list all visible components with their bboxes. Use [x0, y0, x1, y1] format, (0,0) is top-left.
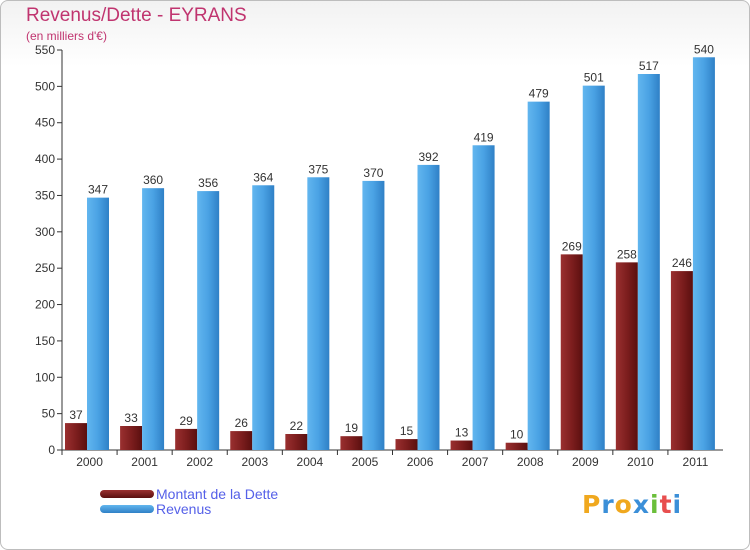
legend-swatch-debt	[100, 490, 154, 498]
bar-revenus	[417, 164, 440, 450]
bar-debt	[340, 436, 363, 450]
bar-revenus	[637, 74, 660, 450]
data-label-revenus: 364	[253, 170, 273, 184]
data-label-debt: 37	[69, 408, 83, 422]
y-tick-label: 100	[35, 370, 55, 384]
data-label-debt: 269	[562, 239, 582, 253]
chart-title: Revenus/Dette - EYRANS	[26, 5, 247, 26]
data-label-revenus: 479	[529, 87, 549, 101]
x-tick-label: 2005	[352, 455, 379, 469]
x-tick-label: 2011	[683, 455, 709, 469]
legend-label-debt: Montant de la Dette	[156, 486, 279, 502]
logo-letter: i	[672, 490, 683, 519]
bar-debt	[285, 434, 308, 450]
data-label-revenus: 360	[143, 173, 163, 187]
value-labels: 37 347 33 360 29 356 26 364 22 375 19 370 15 392 13 419…	[69, 42, 714, 441]
y-tick-label: 400	[35, 152, 55, 166]
x-tick-label: 2009	[572, 455, 599, 469]
logo-letter: i	[650, 490, 660, 519]
bar-debt	[395, 439, 418, 450]
y-tick-label: 200	[35, 298, 55, 312]
data-label-revenus: 419	[474, 130, 494, 144]
proxiti-logo: Proxiti	[582, 490, 682, 519]
bar-debt	[120, 426, 143, 450]
data-label-debt: 33	[124, 411, 138, 425]
bar-revenus	[87, 197, 109, 450]
bar-debt	[230, 431, 253, 450]
y-tick-label: 50	[42, 407, 56, 421]
bar-revenus	[692, 57, 715, 450]
x-tick-label: 2010	[627, 455, 654, 469]
data-label-debt: 13	[455, 426, 469, 440]
data-label-revenus: 501	[584, 71, 604, 85]
bar-debt	[175, 428, 198, 450]
y-tick-label: 450	[35, 116, 55, 130]
data-label-revenus: 392	[418, 150, 438, 164]
bar-revenus	[472, 145, 495, 451]
bar-debt	[560, 254, 583, 450]
bar-revenus	[527, 101, 550, 451]
bar-revenus	[582, 85, 605, 451]
data-label-debt: 29	[179, 414, 193, 428]
y-tick-label: 250	[35, 261, 55, 275]
logo-letter: r	[601, 490, 615, 519]
bar-revenus	[197, 191, 220, 450]
bar-revenus	[307, 177, 330, 451]
data-label-debt: 19	[345, 421, 359, 435]
logo-letter: o	[614, 490, 633, 519]
data-label-revenus: 375	[308, 162, 328, 176]
bar-revenus	[252, 185, 275, 451]
y-tick-label: 500	[35, 79, 55, 93]
bar-debt	[615, 262, 638, 450]
logo-letter: x	[632, 490, 650, 519]
y-tick-label: 300	[35, 225, 55, 239]
data-label-debt: 258	[617, 247, 637, 261]
legend-label-revenus: Revenus	[156, 501, 212, 517]
data-label-revenus: 517	[639, 59, 659, 73]
data-label-debt: 22	[290, 419, 304, 433]
x-tick-label: 2001	[131, 455, 158, 469]
axes: 0 50 100 150 200 250 300 350 400 450 500 550 2000 200…	[35, 43, 723, 469]
logo-letter: t	[659, 490, 673, 519]
x-tick-label: 2006	[407, 455, 434, 469]
bar-debt	[65, 423, 87, 450]
data-label-revenus: 370	[363, 166, 383, 180]
y-tick-label: 0	[48, 443, 55, 457]
x-tick-label: 2002	[186, 455, 213, 469]
x-tick-label: 2000	[76, 455, 103, 469]
data-label-debt: 26	[235, 416, 249, 430]
y-tick-label: 550	[35, 43, 55, 57]
y-tick-label: 150	[35, 334, 55, 348]
bar-revenus	[362, 180, 385, 450]
x-tick-label: 2008	[517, 455, 544, 469]
legend-swatch-revenus	[100, 505, 154, 513]
data-label-debt: 15	[400, 424, 414, 438]
data-label-debt: 246	[672, 256, 692, 270]
bar-debt	[450, 440, 473, 450]
logo-letter: P	[582, 490, 602, 519]
data-label-revenus: 540	[694, 42, 714, 56]
bars	[65, 57, 715, 451]
data-label-debt: 10	[510, 428, 524, 442]
y-tick-label: 350	[35, 188, 55, 202]
bar-revenus	[142, 188, 165, 450]
data-label-revenus: 347	[88, 183, 108, 197]
x-tick-label: 2003	[241, 455, 268, 469]
chart-subtitle: (en milliers d'€)	[26, 29, 107, 43]
bar-debt	[670, 271, 693, 450]
data-label-revenus: 356	[198, 176, 218, 190]
x-tick-label: 2007	[462, 455, 489, 469]
bar-debt	[505, 442, 528, 450]
x-tick-label: 2004	[297, 455, 324, 469]
